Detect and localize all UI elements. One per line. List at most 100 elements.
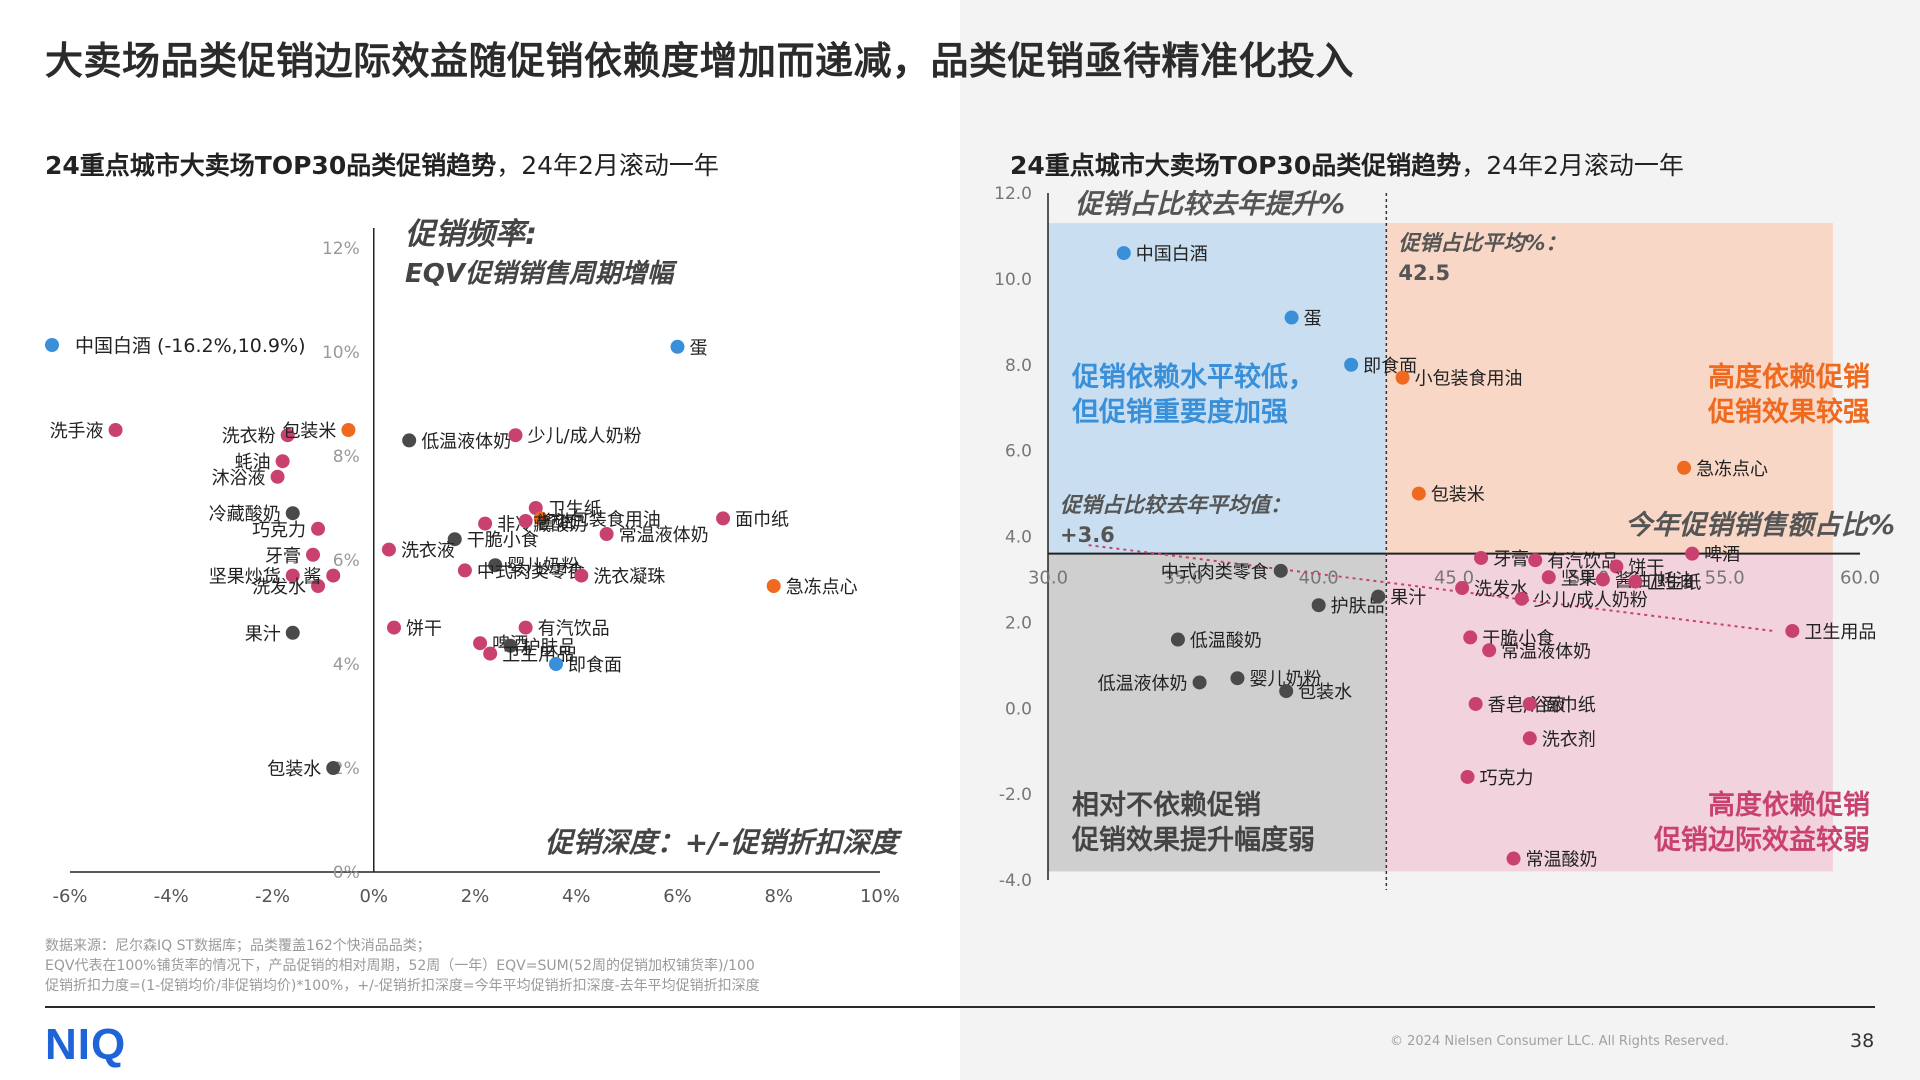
quadrant-bottom-left	[1048, 553, 1387, 872]
data-point	[1284, 310, 1299, 325]
data-point	[1230, 671, 1245, 686]
y-axis-title-line2: EQV促销销售周期增幅	[405, 259, 678, 289]
data-label: 牙膏	[265, 545, 301, 567]
y-tick-label: 10.0	[994, 270, 1032, 290]
data-label: 急冻点心	[786, 577, 858, 598]
y-tick-label: 8%	[333, 447, 360, 467]
quadrant-bottom-right-line1: 高度依赖促销	[1708, 789, 1870, 821]
data-point	[574, 568, 589, 583]
data-label: 卫生纸	[1647, 573, 1701, 594]
y-tick-label: 2.0	[1005, 613, 1032, 633]
data-label: 牙膏	[1493, 548, 1529, 570]
data-point	[311, 521, 326, 536]
niq-logo: NIQ	[45, 1020, 127, 1069]
data-point	[528, 501, 543, 515]
x-tick-label: 8%	[764, 886, 793, 907]
data-point	[1463, 630, 1478, 645]
data-label: 洗衣凝珠	[593, 567, 665, 588]
quadrant-bottom-right	[1386, 553, 1833, 872]
data-point	[1677, 460, 1692, 475]
data-label: 洗衣液	[401, 541, 455, 562]
data-label: 中式肉类零食	[477, 561, 585, 582]
data-point	[1685, 546, 1700, 561]
y-tick-label: 0.0	[1005, 699, 1032, 719]
data-point	[483, 646, 498, 661]
data-label: 低温液体奶	[1098, 673, 1188, 694]
data-label: 洗发水	[1474, 579, 1528, 600]
y-tick-label: -2.0	[999, 785, 1032, 805]
data-label: 护肤品	[1331, 596, 1385, 617]
y-tick-label: -4.0	[999, 871, 1032, 891]
data-point	[326, 761, 341, 775]
data-label: 低温液体奶	[421, 431, 511, 452]
data-point	[1273, 563, 1288, 578]
quadrant-top-left	[1048, 223, 1387, 554]
data-label: 包装米	[1431, 485, 1485, 506]
data-label: 饼干	[1628, 558, 1664, 579]
data-label: 饼干	[406, 619, 442, 640]
x-tick-label: -2%	[255, 886, 290, 907]
y-axis-title: 促销占比较去年提升%	[1075, 189, 1345, 220]
data-point	[1482, 643, 1497, 658]
data-point	[1170, 632, 1185, 647]
x-tick-label: 60.0	[1840, 568, 1880, 589]
average-x-label: 促销占比平均%：	[1398, 231, 1566, 255]
data-point	[1371, 589, 1386, 604]
right-chart-subtitle: 24重点城市大卖场TOP30品类促销趋势，24年2月滚动一年	[1010, 146, 1684, 182]
data-point	[447, 532, 462, 547]
quadrant-bottom-left-line2: 促销效果提升幅度弱	[1071, 824, 1315, 856]
data-point	[670, 339, 685, 354]
quadrant-top-left-line1: 促销依赖水平较低，	[1071, 361, 1315, 393]
footer-notes: 数据来源：尼尔森IQ ST数据库；品类覆盖162个快消品品类； EQV代表在10…	[45, 936, 760, 996]
quadrant-bottom-right-line2: 促销边际效益较弱	[1653, 824, 1870, 856]
data-point	[766, 579, 781, 593]
x-tick-label: 35.0	[1163, 568, 1203, 589]
x-tick-label: -6%	[52, 886, 87, 907]
footer-divider	[45, 1006, 1875, 1008]
data-label: 包装米	[282, 421, 336, 442]
right-subtitle-bold: 24重点城市大卖场TOP30品类促销趋势	[1010, 151, 1462, 180]
data-label: 坚果	[1561, 568, 1597, 589]
x-axis-title: 今年促销销售额占比%	[1625, 510, 1895, 541]
data-label: 干脆小食	[1482, 628, 1554, 649]
data-label: 小包装食用油	[553, 509, 661, 530]
data-point	[503, 638, 518, 653]
x-tick-label: -4%	[154, 886, 189, 907]
data-label: 洗发水	[252, 577, 306, 598]
y-tick-label: 6.0	[1005, 442, 1032, 462]
data-label: 洗手液	[50, 421, 104, 442]
data-label: 中式肉类零食	[1161, 562, 1269, 583]
data-label: 蛋	[690, 338, 708, 359]
y-tick-label: 12.0	[994, 184, 1032, 204]
quadrant-top-left-line2: 但促销重要度加强	[1072, 396, 1288, 428]
data-point	[457, 563, 472, 578]
left-scatter-chart: -6% -4% -2% 0% 2% 4% 6% 8% 10% 0% 2% 4% 6% 8% 10% 12% 促销…	[45, 217, 903, 907]
data-point	[1506, 851, 1521, 866]
quadrant-top-right-line2: 促销效果较强	[1707, 396, 1870, 428]
data-point	[518, 620, 533, 635]
data-point	[1311, 598, 1326, 613]
data-point	[473, 636, 488, 651]
left-subtitle-bold: 24重点城市大卖场TOP30品类促销趋势	[45, 151, 497, 180]
data-point	[381, 542, 396, 557]
data-label: 常温液体奶	[1501, 641, 1591, 662]
data-point	[1522, 731, 1537, 746]
data-label: 巧克力	[1480, 768, 1534, 789]
data-label: 巧克力	[252, 520, 306, 541]
data-label: 即食面	[1363, 356, 1417, 377]
data-label: 少儿/成人奶粉	[528, 426, 642, 447]
data-point	[285, 625, 300, 640]
page-number: 38	[1850, 1030, 1875, 1052]
left-subtitle-rest: ，24年2月滚动一年	[496, 151, 719, 180]
data-point	[478, 516, 493, 531]
data-point	[508, 428, 523, 443]
data-point	[1116, 246, 1131, 261]
data-point	[1344, 357, 1359, 372]
data-label: 沐浴液	[212, 468, 266, 489]
data-point	[341, 423, 356, 437]
average-x-value: 42.5	[1398, 261, 1450, 285]
data-point	[1522, 696, 1537, 711]
data-label: 酱油	[538, 512, 574, 533]
data-point	[275, 454, 290, 469]
data-point	[1395, 370, 1410, 385]
